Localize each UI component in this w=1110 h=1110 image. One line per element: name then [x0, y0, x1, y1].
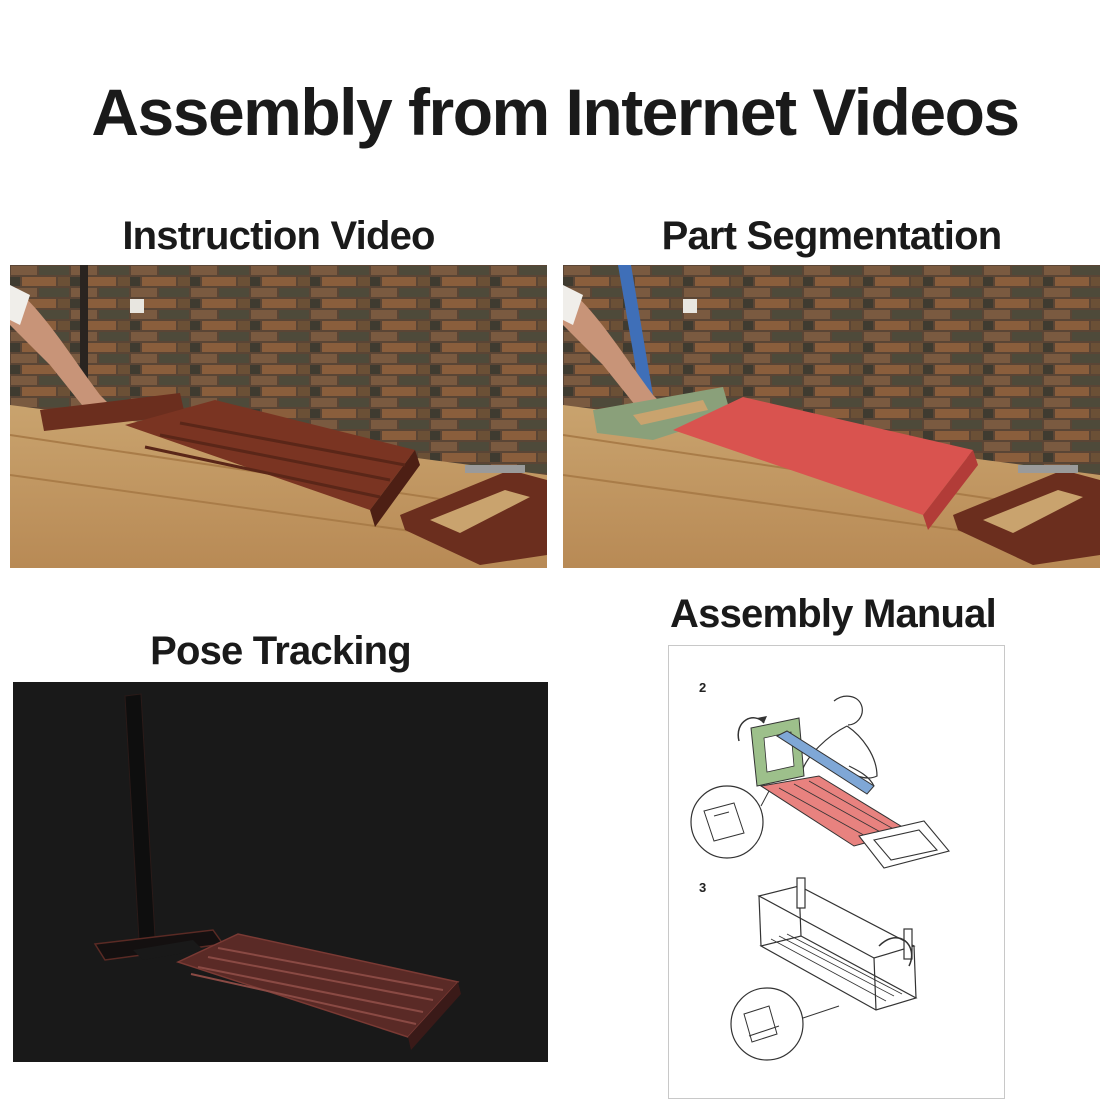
page-title: Assembly from Internet Videos [91, 75, 1020, 149]
part-segmentation-title: Part Segmentation [661, 214, 1003, 258]
step-number-3: 3 [699, 880, 706, 895]
assembly-manual-page: 2 3 [668, 645, 1005, 1099]
step-number-2: 2 [699, 680, 706, 695]
pose-tracking-title: Pose Tracking [150, 629, 412, 673]
part-segmentation-frame [563, 265, 1100, 568]
assembly-manual-title: Assembly Manual [670, 592, 997, 636]
pose-tracking-render [13, 682, 548, 1062]
instruction-video-frame [10, 265, 547, 568]
instruction-video-title: Instruction Video [122, 214, 435, 258]
